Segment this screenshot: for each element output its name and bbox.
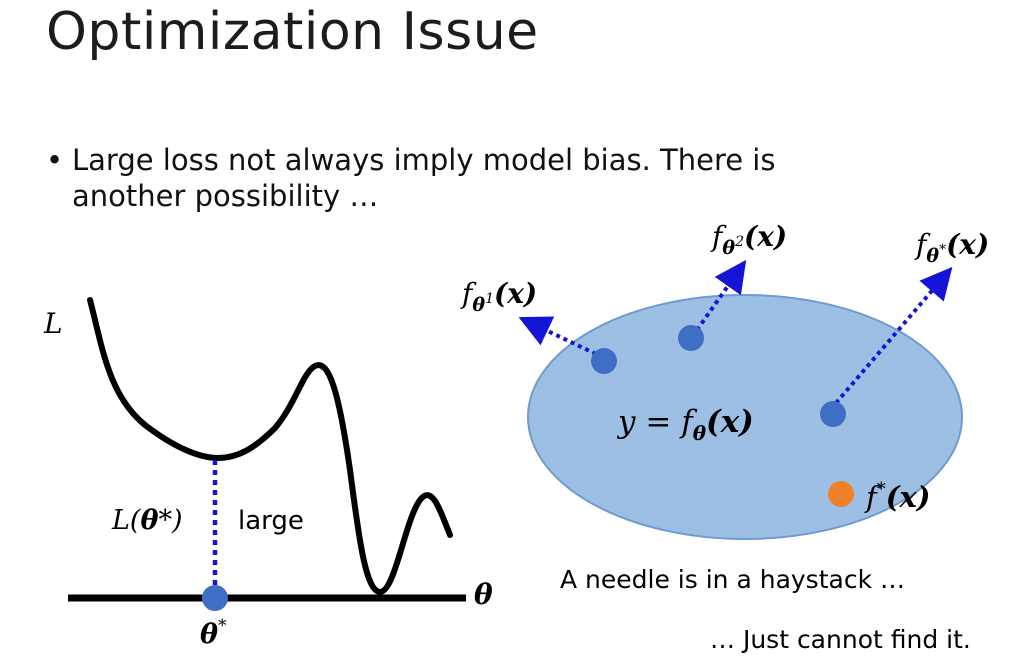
loss-at-min-suffix: *) (158, 505, 182, 536)
arrow-theta2 (695, 259, 747, 332)
bullet-text-line2: another possibility … (72, 179, 379, 213)
point-theta2 (678, 325, 704, 351)
point-theta-star (820, 401, 846, 427)
label-f-theta2: fθ2(x) (710, 220, 787, 259)
bullet-text-line1: Large loss not always imply model bias. … (72, 143, 776, 177)
loss-at-min-prefix: L( (111, 505, 142, 536)
arrow-theta-star (834, 266, 953, 405)
arrow-theta1 (518, 316, 597, 356)
theta-star-sup: * (218, 616, 227, 636)
point-theta1 (591, 348, 617, 374)
label-f-theta1: fθ1(x) (460, 277, 537, 316)
loss-at-min-theta: θ (140, 505, 158, 536)
theta-star-label: θ* (200, 616, 227, 650)
large-label: large (238, 506, 304, 536)
caption-needle: A needle is in a haystack … (560, 565, 905, 594)
bullet-point: • Large loss not always imply model bias… (46, 142, 946, 214)
theta-star-point (202, 585, 228, 611)
label-f-theta-star: fθ*(x) (914, 228, 989, 267)
loss-curve (87, 297, 453, 595)
point-f-star (828, 481, 854, 507)
caption-cannot-find: … Just cannot find it. (710, 625, 971, 654)
center-equation: y = fθ(x) (616, 404, 754, 445)
theta-star-theta: θ (200, 619, 218, 650)
bullet-marker: • (46, 143, 64, 177)
y-axis-label: L (43, 307, 63, 340)
label-f-star: f*(x) (864, 479, 930, 514)
slide-title: Optimization Issue (46, 2, 539, 62)
loss-plot: L θ L(θ*) large θ* (43, 297, 493, 650)
loss-at-min-label: L(θ*) (111, 505, 183, 536)
function-space: fθ1(x) fθ2(x) fθ*(x) y = fθ(x) f*(x) A n… (460, 220, 989, 654)
x-axis-label: θ (474, 578, 493, 611)
